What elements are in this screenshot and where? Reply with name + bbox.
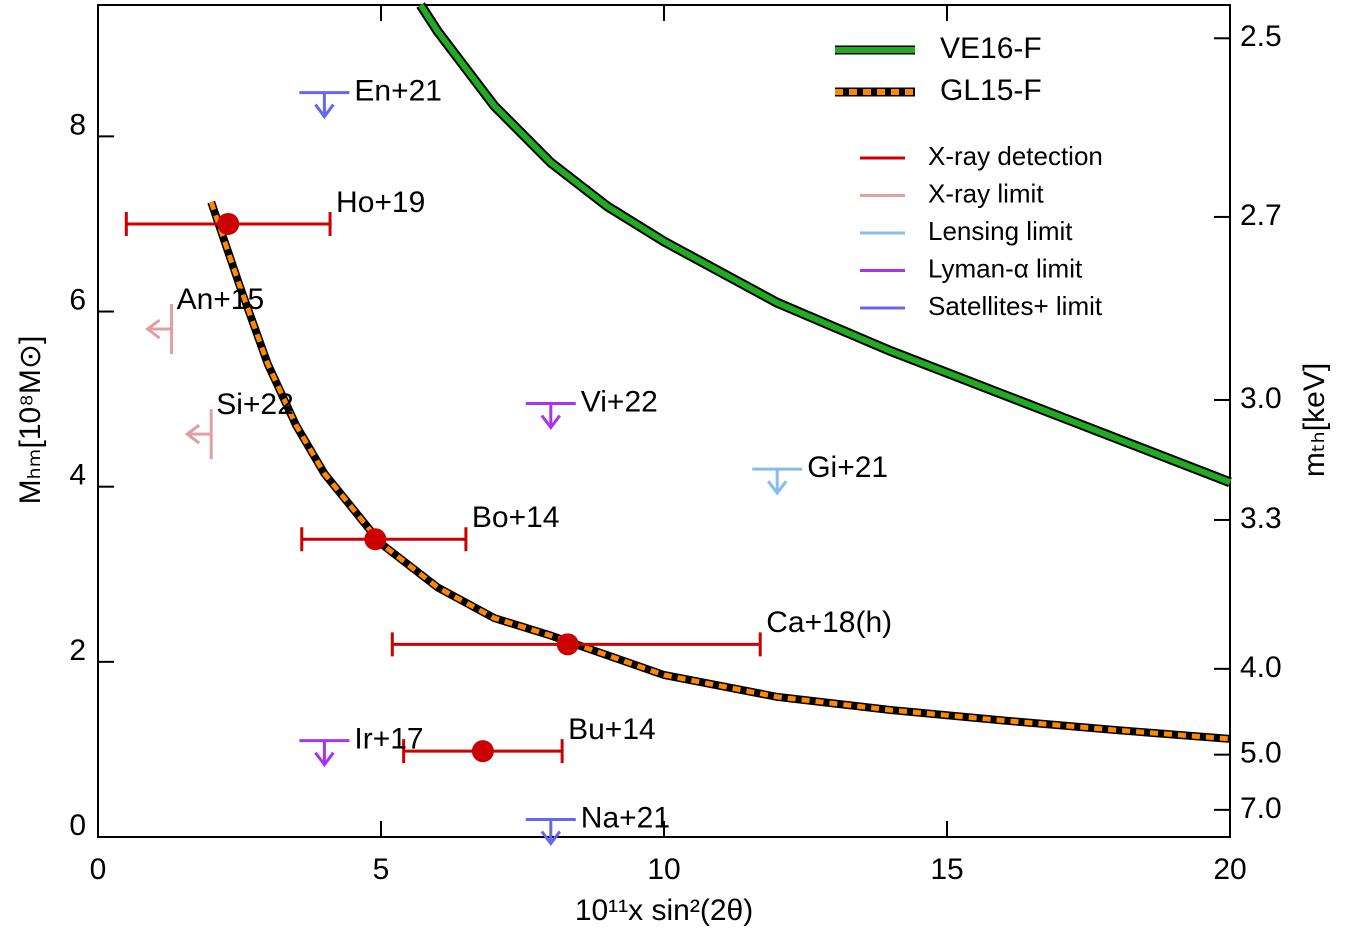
limit-marker: [299, 91, 350, 120]
data-point: [471, 740, 494, 763]
legend-label: GL15-F: [940, 74, 1042, 107]
y-tick-label: 0: [69, 809, 86, 842]
point-label: Ho+19: [336, 186, 425, 219]
limit-marker: [184, 409, 213, 460]
y-axis-label: Mₕₘ[10⁸M⊙]: [14, 336, 47, 505]
y-tick-label: 6: [69, 283, 86, 316]
x-tick-label: 10: [647, 853, 680, 886]
limit-marker: [752, 467, 803, 496]
legend-label: Satellites+ limit: [928, 291, 1103, 321]
point-label: Bo+14: [472, 501, 560, 534]
x-tick-label: 5: [373, 853, 390, 886]
point-label: Si+22: [216, 388, 294, 421]
y2-tick-label: 4.0: [1240, 651, 1282, 684]
point-label: Ir+17: [354, 723, 423, 756]
point-label: Bu+14: [568, 713, 656, 746]
point-label: Na+21: [581, 801, 670, 834]
curve-outline: [416, 2, 1232, 487]
legend-label: X-ray limit: [928, 178, 1044, 208]
limit-marker: [525, 401, 576, 430]
legend-label: X-ray detection: [928, 141, 1103, 171]
x-axis-label: 10¹¹x sin²(2θ): [575, 894, 753, 927]
x-tick-label: 0: [90, 853, 107, 886]
limit-marker: [145, 304, 174, 355]
limit-marker: [525, 817, 576, 846]
legend-label: Lensing limit: [928, 216, 1073, 246]
y2-axis-label: mₜₕ[keV]: [1298, 363, 1331, 477]
point-label: An+15: [177, 283, 265, 316]
legend-label: VE16-F: [940, 32, 1042, 65]
point-label: Vi+22: [581, 385, 658, 418]
y2-tick-label: 3.3: [1240, 502, 1282, 535]
y2-tick-label: 2.7: [1240, 199, 1282, 232]
point-label: Ca+18(h): [766, 606, 892, 639]
y2-tick-label: 2.5: [1240, 20, 1282, 53]
data-point: [556, 633, 579, 656]
y2-tick-label: 3.0: [1240, 382, 1282, 415]
legend-label: Lyman-α limit: [928, 253, 1083, 283]
point-label: En+21: [354, 75, 442, 108]
curve: [418, 3, 1232, 486]
point-label: Gi+21: [807, 451, 888, 484]
data-point: [217, 212, 240, 235]
y-tick-label: 8: [69, 108, 86, 141]
y-tick-label: 2: [69, 634, 86, 667]
y2-tick-label: 7.0: [1240, 792, 1282, 825]
limit-marker: [299, 739, 350, 768]
x-tick-label: 15: [930, 853, 963, 886]
y-tick-label: 4: [69, 459, 86, 492]
y2-tick-label: 5.0: [1240, 737, 1282, 770]
data-point: [364, 528, 387, 551]
curve: [208, 201, 1231, 742]
x-tick-label: 20: [1213, 853, 1246, 886]
